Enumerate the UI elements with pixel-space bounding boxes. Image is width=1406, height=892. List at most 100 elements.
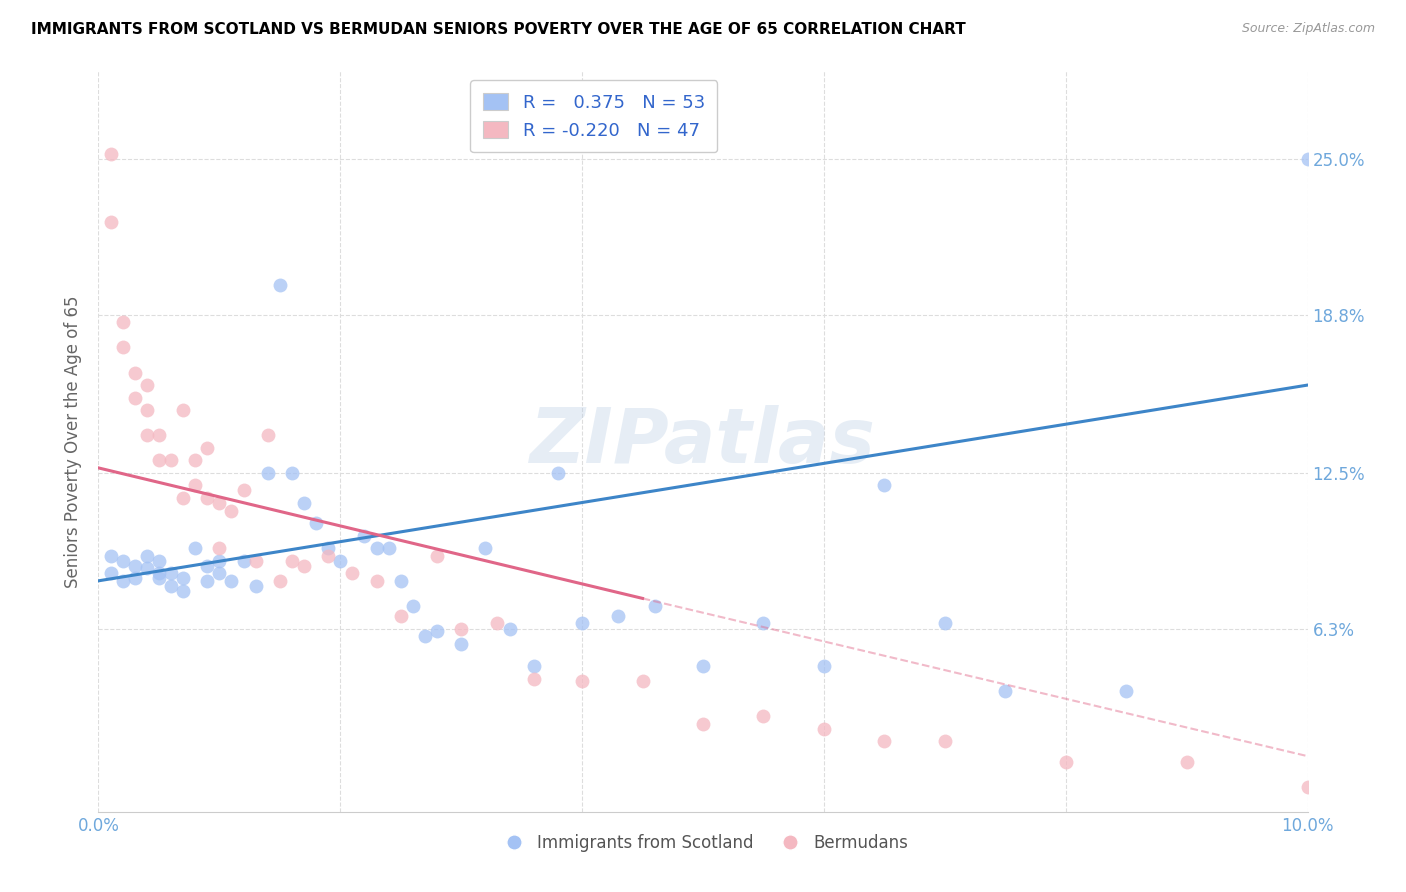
Point	[377, 541, 399, 556]
Point	[111, 574, 134, 588]
Point	[208, 496, 231, 510]
Point	[135, 403, 157, 417]
Point	[644, 599, 666, 613]
Point	[523, 659, 546, 673]
Point	[111, 554, 134, 568]
Point	[994, 684, 1017, 698]
Point	[1296, 152, 1319, 166]
Point	[124, 558, 146, 573]
Point	[934, 734, 956, 748]
Point	[292, 496, 315, 510]
Point	[426, 549, 449, 563]
Point	[547, 466, 569, 480]
Point	[148, 571, 170, 585]
Point	[752, 709, 775, 723]
Point	[172, 571, 194, 585]
Point	[221, 503, 243, 517]
Point	[221, 574, 243, 588]
Point	[256, 466, 278, 480]
Point	[402, 599, 425, 613]
Point	[100, 549, 122, 563]
Point	[208, 566, 231, 581]
Point	[160, 579, 183, 593]
Point	[184, 453, 207, 467]
Point	[607, 609, 630, 624]
Point	[450, 636, 472, 650]
Point	[631, 674, 654, 689]
Point	[208, 541, 231, 556]
Point	[316, 541, 339, 556]
Point	[813, 722, 835, 736]
Point	[184, 541, 207, 556]
Point	[148, 566, 170, 581]
Point	[256, 428, 278, 442]
Point	[172, 403, 194, 417]
Point	[100, 147, 122, 161]
Point	[486, 616, 509, 631]
Point	[208, 554, 231, 568]
Legend: Immigrants from Scotland, Bermudans: Immigrants from Scotland, Bermudans	[491, 828, 915, 859]
Point	[873, 734, 896, 748]
Point	[1054, 755, 1077, 769]
Point	[389, 609, 412, 624]
Point	[692, 659, 714, 673]
Point	[474, 541, 496, 556]
Point	[148, 453, 170, 467]
Point	[135, 378, 157, 392]
Point	[184, 478, 207, 492]
Point	[366, 541, 388, 556]
Point	[292, 558, 315, 573]
Point	[195, 491, 218, 505]
Point	[232, 554, 254, 568]
Point	[281, 466, 304, 480]
Point	[752, 616, 775, 631]
Point	[1175, 755, 1198, 769]
Point	[111, 340, 134, 354]
Point	[148, 554, 170, 568]
Point	[413, 629, 436, 643]
Text: IMMIGRANTS FROM SCOTLAND VS BERMUDAN SENIORS POVERTY OVER THE AGE OF 65 CORRELAT: IMMIGRANTS FROM SCOTLAND VS BERMUDAN SEN…	[31, 22, 966, 37]
Point	[245, 554, 267, 568]
Point	[111, 315, 134, 329]
Point	[124, 571, 146, 585]
Point	[245, 579, 267, 593]
Point	[450, 622, 472, 636]
Point	[305, 516, 328, 530]
Point	[135, 428, 157, 442]
Point	[813, 659, 835, 673]
Point	[281, 554, 304, 568]
Point	[232, 483, 254, 498]
Point	[195, 441, 218, 455]
Point	[426, 624, 449, 638]
Point	[135, 561, 157, 575]
Point	[389, 574, 412, 588]
Point	[172, 583, 194, 598]
Text: ZIPatlas: ZIPatlas	[530, 405, 876, 478]
Y-axis label: Seniors Poverty Over the Age of 65: Seniors Poverty Over the Age of 65	[65, 295, 83, 588]
Point	[135, 549, 157, 563]
Point	[523, 672, 546, 686]
Text: Source: ZipAtlas.com: Source: ZipAtlas.com	[1241, 22, 1375, 36]
Point	[160, 566, 183, 581]
Point	[342, 566, 364, 581]
Point	[172, 491, 194, 505]
Point	[329, 554, 352, 568]
Point	[195, 558, 218, 573]
Point	[269, 277, 291, 292]
Point	[692, 717, 714, 731]
Point	[269, 574, 291, 588]
Point	[498, 622, 520, 636]
Point	[366, 574, 388, 588]
Point	[873, 478, 896, 492]
Point	[1115, 684, 1137, 698]
Point	[316, 549, 339, 563]
Point	[195, 574, 218, 588]
Point	[934, 616, 956, 631]
Point	[148, 428, 170, 442]
Point	[1296, 780, 1319, 794]
Point	[100, 566, 122, 581]
Point	[571, 674, 593, 689]
Point	[571, 616, 593, 631]
Point	[124, 391, 146, 405]
Point	[100, 215, 122, 229]
